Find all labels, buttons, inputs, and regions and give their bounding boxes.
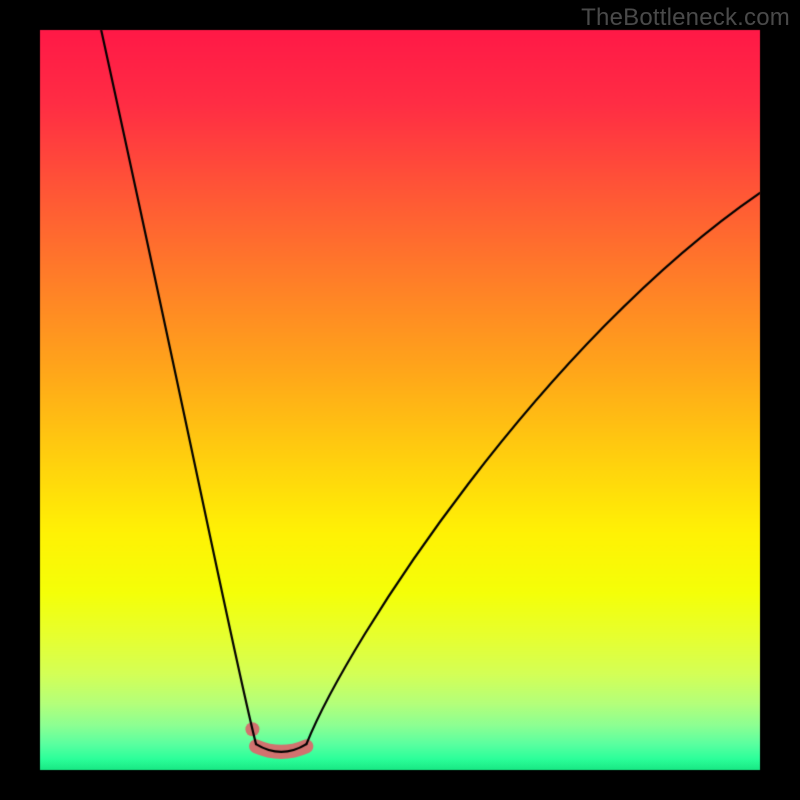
watermark-label: TheBottleneck.com: [581, 4, 790, 32]
chart-stage: TheBottleneck.com: [0, 0, 800, 800]
bottleneck-curve-layer: [0, 0, 800, 800]
